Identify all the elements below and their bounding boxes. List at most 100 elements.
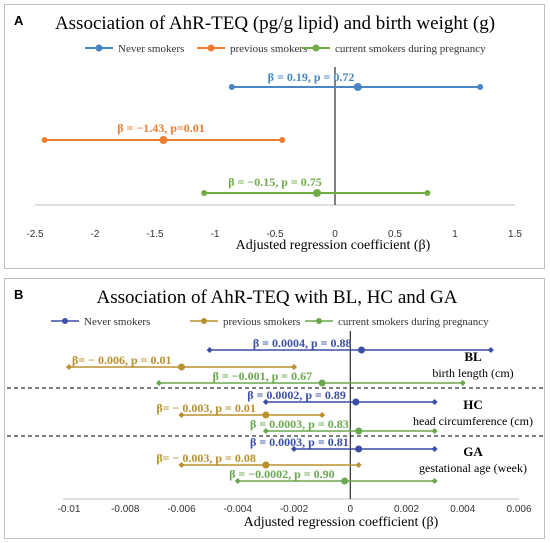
- panel-a-label: A: [14, 13, 24, 28]
- chart-b-ci-lower-point: [178, 412, 185, 418]
- chart-b-xlabel: Adjusted regression coefficient (β): [244, 515, 439, 530]
- chart-a-xtick-label: -2.5: [26, 229, 44, 240]
- chart-a-legend-label: Never smokers: [118, 43, 184, 55]
- chart-b-xtick-label: 0.004: [450, 504, 475, 515]
- chart-b-estimate-point: [355, 445, 363, 453]
- chart-b-ci-upper-point: [319, 412, 326, 418]
- panel-a: A Association of AhR-TEQ (pg/g lipid) an…: [4, 4, 545, 269]
- chart-b-estimate-point: [262, 411, 270, 419]
- chart-b-ci-lower-point: [156, 380, 162, 386]
- chart-b-svg: B Association of AhR-TEQ with BL, HC and…: [7, 287, 544, 530]
- chart-b-ci-lower-point: [234, 478, 241, 484]
- chart-b-annotation: β = 0.0004, p = 0.88: [253, 336, 352, 350]
- chart-a-xtick-label: -0.5: [266, 229, 284, 240]
- chart-b-legend-label: Never smokers: [84, 316, 150, 328]
- chart-b-group-abbr: HC: [463, 397, 483, 412]
- chart-b-ci-upper-point: [355, 462, 362, 468]
- chart-b-estimate-point: [358, 346, 365, 354]
- chart-b-marks: β = 0.0004, p = 0.88 β= − 0.006, p = 0.01…: [7, 331, 544, 499]
- chart-b-xtick-label: -0.006: [167, 504, 196, 515]
- chart-a-marks: β = 0.19, p = 0.72 β = −1.43, p=0.01 β = −…: [41, 67, 484, 205]
- chart-b-ci-lower-point: [262, 399, 269, 405]
- chart-a-estimate-point: [159, 136, 168, 144]
- chart-b-xtick-label: -0.01: [58, 504, 81, 515]
- chart-a-xtick-label: -1.5: [146, 229, 164, 240]
- chart-b-annotation: β = 0.0002, p = 0.89: [247, 388, 346, 402]
- chart-b-xtick-label: -0.002: [280, 504, 309, 515]
- chart-a-xtick-label: 1: [452, 229, 458, 240]
- chart-b-group-name: gestational age (week): [419, 461, 527, 475]
- chart-b-xtick-label: 0: [347, 504, 353, 515]
- chart-b-estimate-point: [355, 427, 363, 435]
- chart-b-ci-upper-point: [431, 446, 438, 452]
- chart-a-estimate-point: [313, 189, 321, 197]
- chart-b-annotation: β= − 0.006, p = 0.01: [72, 353, 172, 367]
- chart-a-ci-lower-point: [228, 84, 235, 90]
- chart-b-ci-upper-point: [431, 428, 438, 434]
- chart-b-ci-lower-point: [206, 347, 213, 353]
- chart-b-xtick-label: -0.004: [224, 504, 253, 515]
- panel-b: B Association of AhR-TEQ with BL, HC and…: [4, 278, 545, 539]
- chart-a-annotation: β = 0.19, p = 0.72: [268, 70, 355, 84]
- chart-a-ci-upper-point: [424, 190, 431, 196]
- chart-b-ci-lower-point: [291, 446, 297, 452]
- chart-b-ticks: -0.01 -0.008 -0.006 -0.004 -0.002 0 0.002 0.004…: [58, 504, 532, 515]
- chart-b-legend: Never smokers previous smokers current smo…: [51, 316, 489, 328]
- chart-a-ci-upper-point: [477, 84, 484, 90]
- chart-b-legend-label: current smokers during pregnancy: [338, 316, 489, 328]
- chart-b-ci-lower-point: [178, 462, 185, 468]
- chart-b-ci-upper-point: [291, 364, 297, 370]
- chart-b-estimate-point: [262, 461, 270, 469]
- chart-b-group-abbr: GA: [463, 444, 483, 459]
- chart-b-annotation: β = 0.0003, p = 0.81: [250, 435, 349, 449]
- chart-a-annotation: β = −0.15, p = 0.75: [228, 175, 322, 189]
- chart-b-estimate-point: [318, 379, 326, 387]
- chart-a-legend-marker: [312, 44, 320, 52]
- chart-b-ci-lower-point: [262, 428, 269, 434]
- chart-a-title: Association of AhR-TEQ (pg/g lipid) and …: [55, 13, 495, 34]
- chart-a-xtick-label: 0.5: [388, 229, 402, 240]
- chart-b-ci-upper-point: [487, 347, 494, 353]
- chart-b-estimate-point: [352, 398, 360, 406]
- chart-a-estimate-point: [353, 83, 362, 91]
- chart-b-legend-label: previous smokers: [223, 316, 300, 328]
- chart-b-annotation: β= − 0.003, p = 0.08: [156, 451, 256, 465]
- chart-a-legend-marker: [95, 44, 103, 52]
- chart-b-legend-marker: [316, 318, 322, 324]
- chart-b-group-name: birth length (cm): [432, 366, 513, 380]
- chart-a-ticks: -2.5 -2 -1.5 -1 -0.5 0 0.5 1 1.5: [26, 229, 522, 240]
- chart-a-svg: A Association of AhR-TEQ (pg/g lipid) an…: [14, 13, 522, 253]
- chart-a-xlabel: Adjusted regression coefficient (β): [236, 238, 431, 253]
- chart-a-ci-lower-point: [201, 190, 208, 196]
- chart-a-ci-lower-point: [41, 137, 48, 143]
- chart-a-xtick-label: 0: [332, 229, 338, 240]
- chart-a-xtick-label: -1: [211, 229, 220, 240]
- chart-a-xtick-label: -2: [91, 229, 100, 240]
- chart-b-xtick-label: 0.002: [394, 504, 419, 515]
- chart-b-legend-marker: [62, 318, 68, 324]
- chart-a-ci-upper-point: [279, 137, 286, 143]
- chart-b-estimate-point: [341, 477, 349, 485]
- chart-b-estimate-point: [178, 363, 185, 371]
- chart-b-ci-lower-point: [66, 364, 72, 370]
- chart-a-legend-marker: [207, 44, 215, 52]
- chart-b-xtick-label: -0.008: [111, 504, 140, 515]
- chart-b-annotation: β = −0.0002, p = 0.90: [229, 467, 335, 481]
- chart-b-ci-upper-point: [431, 478, 438, 484]
- panel-b-label: B: [14, 287, 23, 302]
- chart-b-legend-marker: [201, 318, 207, 324]
- chart-b-annotation: β = 0.0003, p = 0.83: [250, 417, 349, 431]
- chart-b-xtick-label: 0.006: [506, 504, 531, 515]
- chart-b-group-name: head circumference (cm): [413, 414, 533, 428]
- chart-b-title: Association of AhR-TEQ with BL, HC and G…: [97, 287, 458, 308]
- chart-b-ci-upper-point: [459, 380, 466, 386]
- chart-a-legend: Never smokers previous smokers current smo…: [85, 43, 486, 55]
- chart-b-group-abbr: BL: [464, 349, 482, 364]
- chart-b-annotation: β = −0.001, p = 0.67: [213, 369, 313, 383]
- chart-b-annotation: β= − 0.003, p = 0.01: [156, 401, 256, 415]
- chart-b-ci-upper-point: [431, 399, 438, 405]
- chart-a-annotation: β = −1.43, p=0.01: [117, 121, 205, 135]
- chart-a-legend-label: current smokers during pregnancy: [335, 43, 486, 55]
- chart-a-legend-label: previous smokers: [230, 43, 307, 55]
- chart-a-xtick-label: 1.5: [508, 229, 522, 240]
